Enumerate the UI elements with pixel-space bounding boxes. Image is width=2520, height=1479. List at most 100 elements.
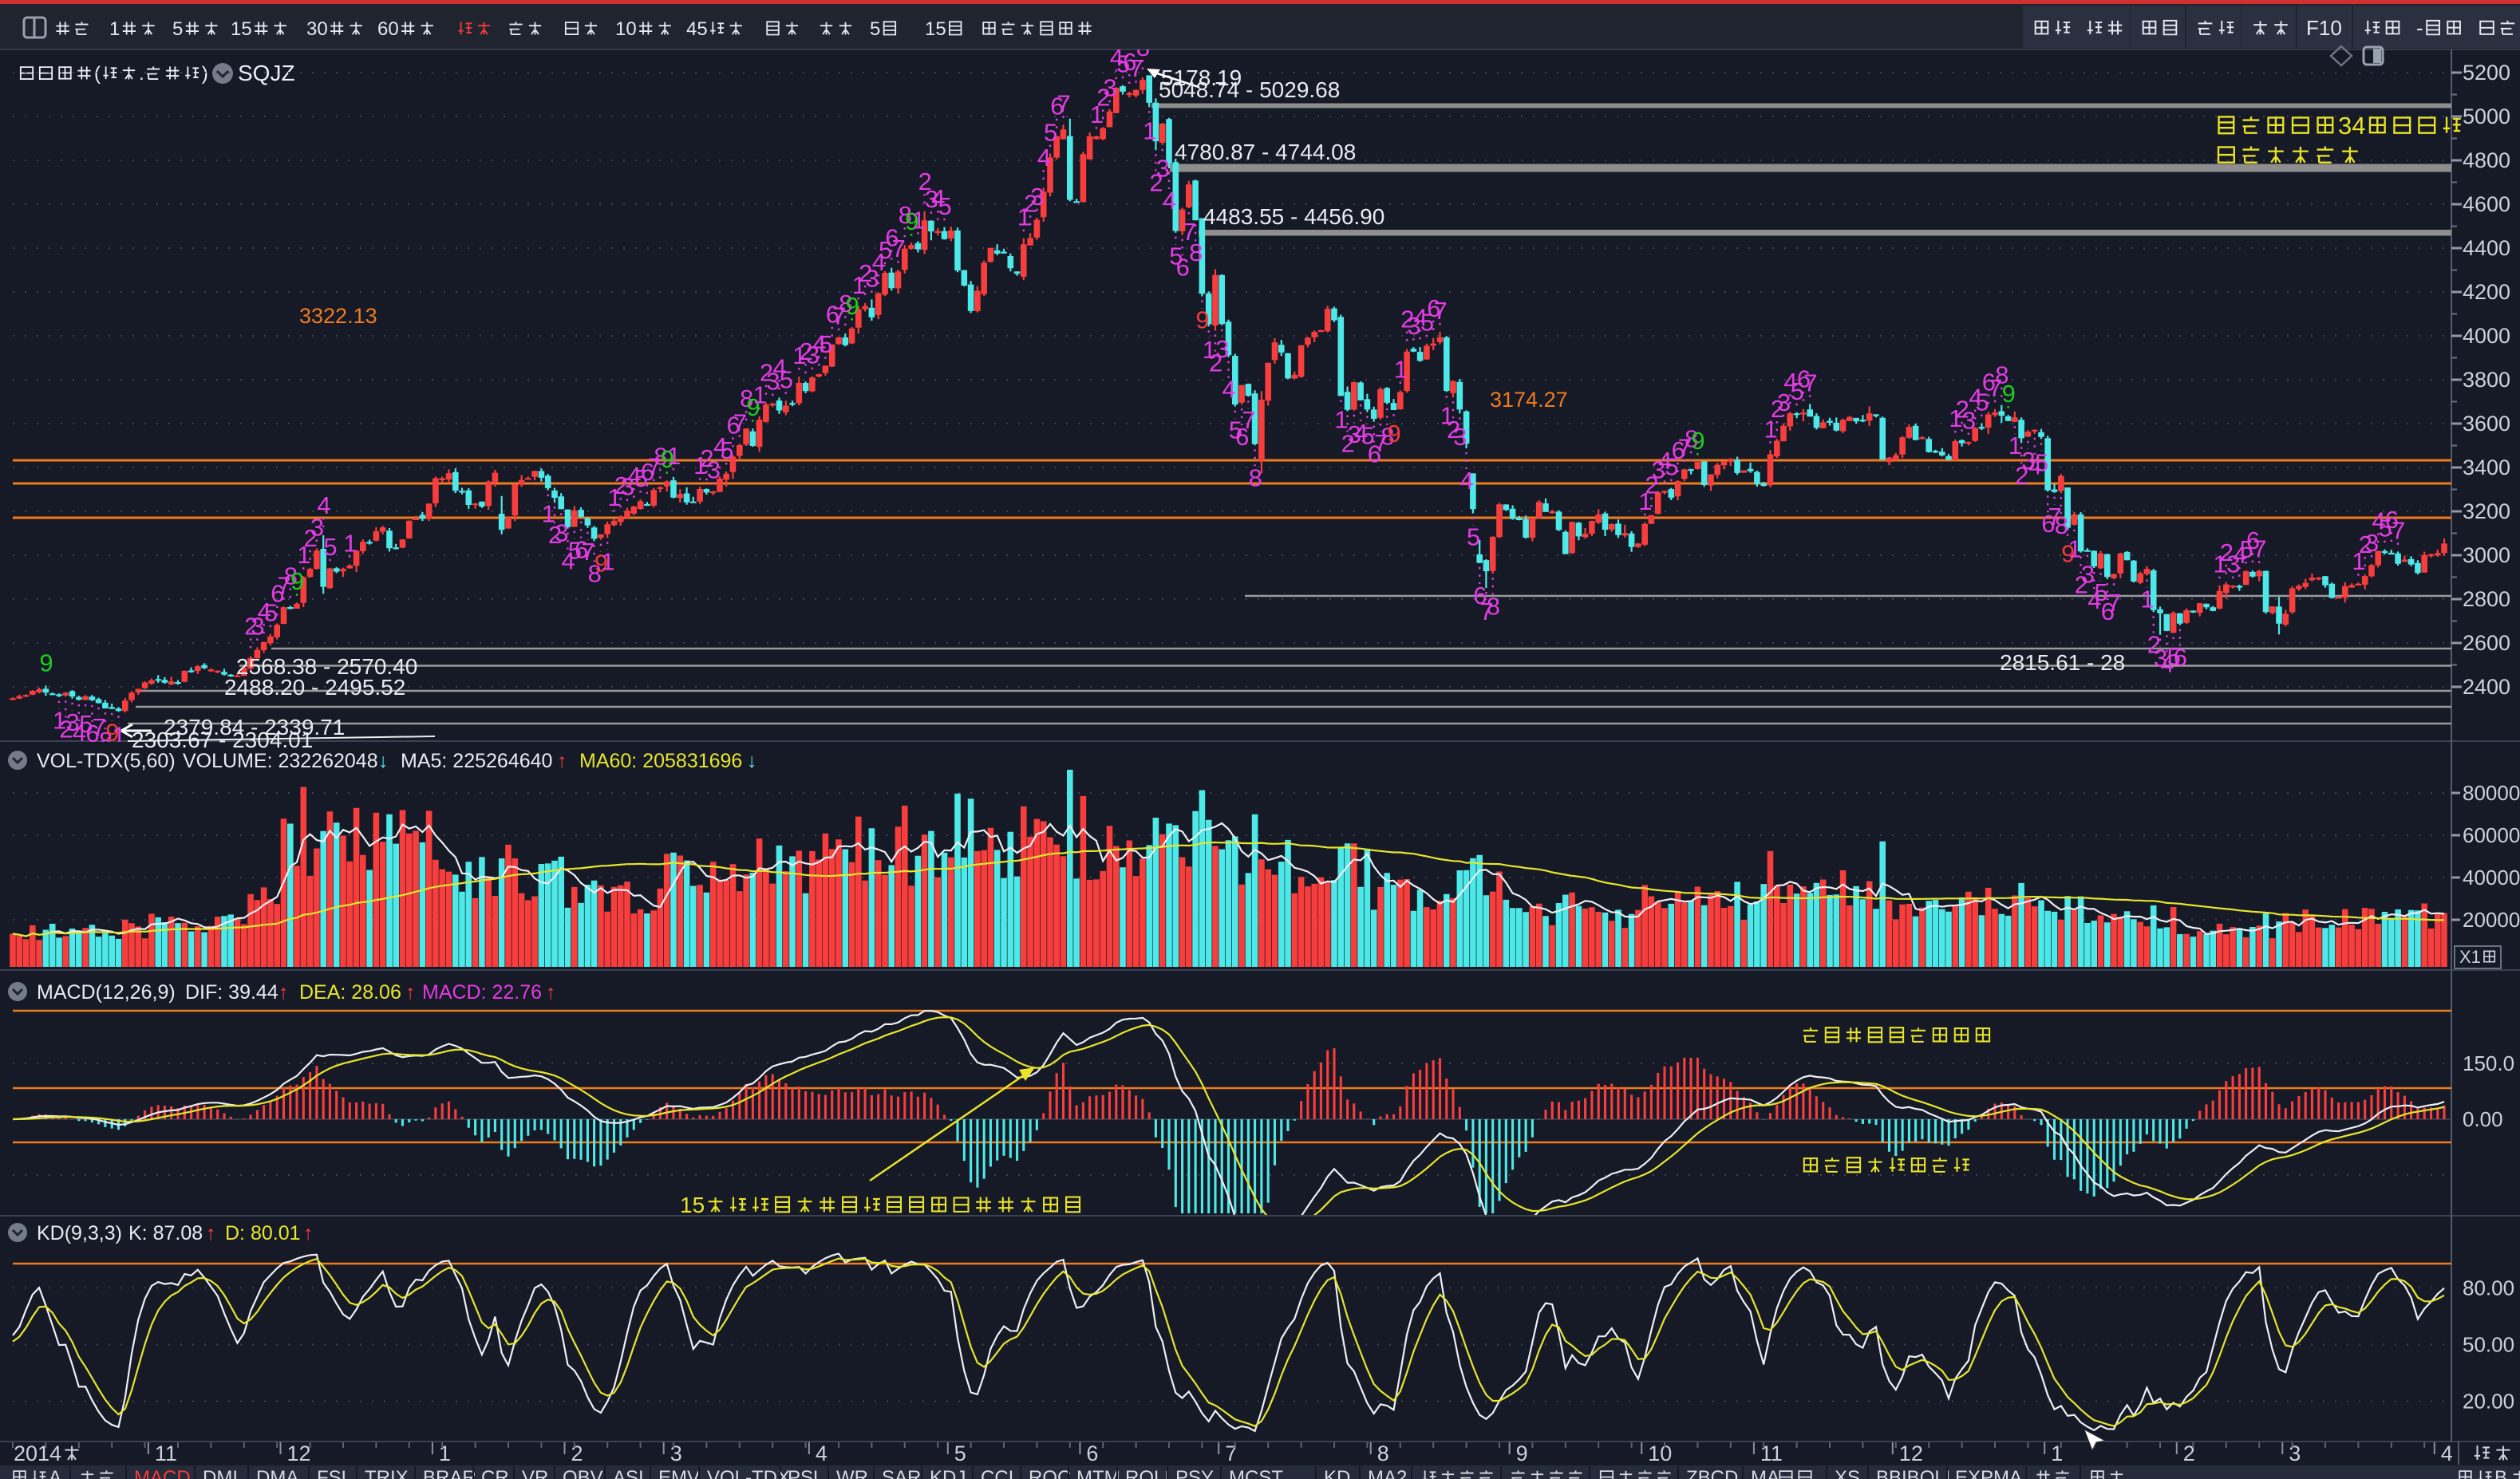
- svg-text:4: 4: [317, 491, 330, 519]
- svg-text:3: 3: [1156, 155, 1170, 183]
- svg-text:3: 3: [251, 612, 264, 640]
- svg-text:6: 6: [727, 411, 741, 439]
- svg-text:1: 1: [2068, 535, 2081, 563]
- svg-text:ZBCD: ZBCD: [1686, 1467, 1738, 1479]
- svg-text:1: 1: [2008, 432, 2022, 459]
- svg-text:↑: ↑: [405, 981, 416, 1004]
- svg-text:3: 3: [1348, 420, 1361, 448]
- svg-text:6: 6: [641, 458, 654, 486]
- svg-text:2: 2: [571, 1442, 583, 1465]
- svg-text:3800: 3800: [2463, 368, 2510, 392]
- svg-text:XS: XS: [1835, 1467, 1860, 1479]
- svg-text:4: 4: [73, 719, 86, 747]
- svg-text:KD: KD: [1324, 1467, 1350, 1479]
- svg-text:5: 5: [1665, 453, 1678, 481]
- svg-text:FSL: FSL: [317, 1467, 352, 1479]
- svg-text:8: 8: [899, 201, 912, 229]
- svg-text:60: 60: [377, 18, 399, 40]
- svg-text:2: 2: [1149, 168, 1163, 196]
- svg-text:3: 3: [555, 519, 568, 546]
- svg-text:1: 1: [667, 442, 681, 470]
- svg-text:30: 30: [306, 18, 328, 40]
- svg-text:↑: ↑: [557, 750, 567, 772]
- svg-text:9: 9: [2061, 539, 2075, 567]
- svg-text:2568.38 - 2570.40: 2568.38 - 2570.40: [236, 654, 417, 679]
- svg-text:WR: WR: [836, 1467, 868, 1479]
- svg-text:1: 1: [911, 206, 925, 234]
- svg-text:3: 3: [670, 1442, 682, 1465]
- svg-text:VOLUME: 232262048: VOLUME: 232262048: [183, 750, 378, 772]
- svg-text:EMV: EMV: [658, 1467, 700, 1479]
- svg-text:4: 4: [812, 329, 826, 357]
- svg-text:1: 1: [608, 483, 622, 511]
- svg-text:2: 2: [1341, 430, 1355, 458]
- svg-text:2800: 2800: [2463, 587, 2510, 611]
- svg-text:3322.13: 3322.13: [299, 304, 377, 328]
- svg-text:6: 6: [826, 301, 839, 329]
- svg-text:4: 4: [773, 353, 787, 381]
- svg-text:15: 15: [231, 18, 252, 40]
- svg-text:9: 9: [1388, 420, 1401, 448]
- svg-text:7: 7: [2048, 503, 2062, 530]
- svg-text:4: 4: [562, 547, 575, 575]
- svg-text:5: 5: [1044, 119, 1057, 147]
- svg-text:A: A: [49, 1467, 61, 1479]
- svg-text:5200: 5200: [2463, 61, 2510, 85]
- svg-text:4: 4: [1969, 384, 1982, 412]
- svg-text:1: 1: [1143, 116, 1156, 144]
- svg-text:2: 2: [304, 524, 318, 552]
- svg-text:3: 3: [766, 368, 780, 396]
- svg-text:↓: ↓: [747, 750, 757, 772]
- svg-text:4: 4: [1783, 368, 1797, 396]
- svg-text:3: 3: [621, 473, 634, 501]
- svg-text:5: 5: [819, 330, 832, 358]
- svg-text:6: 6: [1473, 582, 1487, 609]
- svg-text:6: 6: [2101, 598, 2115, 625]
- svg-text:1: 1: [601, 547, 614, 575]
- svg-text:4: 4: [2160, 649, 2174, 677]
- svg-text:↑: ↑: [206, 1222, 216, 1244]
- svg-text:2488.20 - 2495.52: 2488.20 - 2495.52: [224, 675, 405, 700]
- svg-text:7: 7: [1803, 369, 1817, 396]
- svg-text:7: 7: [1989, 374, 2002, 402]
- svg-text:8: 8: [1189, 239, 1203, 266]
- svg-text:7: 7: [1242, 406, 1255, 434]
- svg-text:EXPMA: EXPMA: [1955, 1467, 2022, 1479]
- svg-text:7: 7: [1225, 1442, 1237, 1465]
- svg-text:2: 2: [244, 612, 258, 640]
- svg-text:VOL-TDX(5,60): VOL-TDX(5,60): [37, 750, 176, 772]
- svg-text:9: 9: [1516, 1442, 1528, 1465]
- svg-text:1: 1: [113, 721, 126, 749]
- svg-text:3600: 3600: [2463, 412, 2510, 436]
- svg-text:4: 4: [1460, 467, 1474, 495]
- svg-text:5: 5: [954, 1442, 966, 1465]
- svg-text:D: 80.01: D: 80.01: [225, 1222, 301, 1244]
- svg-text:3: 3: [1962, 407, 1976, 435]
- svg-text:3000: 3000: [2463, 543, 2510, 567]
- svg-text:7: 7: [1678, 433, 1692, 461]
- svg-text:2: 2: [1447, 416, 1460, 444]
- svg-text:8: 8: [588, 559, 602, 587]
- svg-text:11: 11: [155, 1442, 177, 1465]
- svg-text:6: 6: [1123, 48, 1136, 76]
- svg-text:BBIBOLL: BBIBOLL: [1876, 1467, 1956, 1479]
- svg-text:2379.84 - 2339.71: 2379.84 - 2339.71: [164, 715, 345, 740]
- svg-text:9: 9: [290, 567, 304, 595]
- svg-text:2: 2: [1209, 349, 1222, 377]
- svg-text:2400: 2400: [2463, 675, 2510, 699]
- svg-text:MA60: 205831696: MA60: 205831696: [579, 750, 742, 772]
- svg-text:7: 7: [1057, 89, 1071, 117]
- svg-text:↑: ↑: [303, 1222, 314, 1244]
- svg-text:4200: 4200: [2463, 280, 2510, 304]
- svg-text:4: 4: [1222, 376, 1236, 404]
- svg-text:4800: 4800: [2463, 148, 2510, 172]
- svg-text:6: 6: [1086, 1442, 1098, 1465]
- svg-text:ROC: ROC: [1029, 1467, 1071, 1479]
- svg-text:2: 2: [1956, 396, 1969, 424]
- svg-text:5: 5: [1420, 309, 1434, 337]
- svg-text:2: 2: [1771, 395, 1784, 423]
- svg-text:1: 1: [2140, 586, 2154, 613]
- svg-text:ROLL: ROLL: [1125, 1467, 1175, 1479]
- svg-text:1: 1: [1638, 487, 1652, 515]
- svg-text:5: 5: [2095, 578, 2108, 606]
